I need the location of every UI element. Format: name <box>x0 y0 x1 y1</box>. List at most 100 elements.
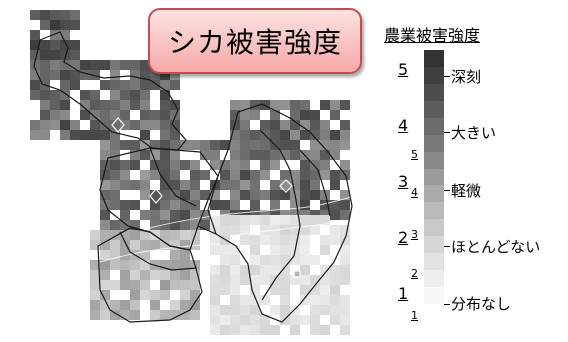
map-cell <box>280 180 290 190</box>
map-cell <box>220 170 230 180</box>
map-cell <box>170 180 180 190</box>
map-cell <box>300 255 310 265</box>
map-cell <box>40 20 50 30</box>
map-cell <box>320 120 330 130</box>
map-cell <box>70 20 80 30</box>
map-cell <box>320 275 330 285</box>
map-cell <box>150 150 160 160</box>
map-cell <box>220 285 230 295</box>
map-cell <box>310 110 320 120</box>
map-cell <box>250 265 260 275</box>
map-cell <box>330 100 340 110</box>
map-cell <box>180 160 190 170</box>
map-cell <box>290 305 300 315</box>
map-cell <box>170 220 180 230</box>
map-cell <box>210 200 220 210</box>
map-cell <box>40 130 50 140</box>
map-cell <box>170 80 180 90</box>
map-cell <box>180 200 190 210</box>
map-cell <box>250 295 260 305</box>
map-cell <box>60 90 70 100</box>
map-cell <box>280 295 290 305</box>
map-cell <box>190 240 200 250</box>
map-cell <box>120 100 130 110</box>
map-cell <box>60 100 70 110</box>
map-cell <box>300 275 310 285</box>
map-cell <box>270 305 280 315</box>
map-cell <box>120 280 130 290</box>
map-cell <box>40 90 50 100</box>
map-cell <box>210 305 220 315</box>
legend-tick <box>444 246 450 247</box>
map-cell <box>60 30 70 40</box>
map-cell <box>110 140 120 150</box>
map-cell <box>230 245 240 255</box>
legend-bar-segment <box>424 270 444 288</box>
map-cell <box>120 160 130 170</box>
map-cell <box>320 150 330 160</box>
map-cell <box>320 295 330 305</box>
map-cell <box>190 210 200 220</box>
map-cell <box>170 280 180 290</box>
map-cell <box>300 130 310 140</box>
map-cell <box>250 235 260 245</box>
map-cell <box>170 230 180 240</box>
map-cell <box>320 130 330 140</box>
map-cell <box>60 50 70 60</box>
map-cell <box>210 325 220 335</box>
map-cell <box>310 295 320 305</box>
map-cell <box>120 80 130 90</box>
map-cell <box>170 160 180 170</box>
map-cell <box>90 230 100 240</box>
map-cell <box>320 245 330 255</box>
map-cell <box>260 120 270 130</box>
map-cell <box>260 295 270 305</box>
map-cell <box>300 295 310 305</box>
map-cell <box>260 315 270 325</box>
map-cell <box>100 160 110 170</box>
map-cell <box>150 240 160 250</box>
map-cell <box>140 90 150 100</box>
category-label-minor: 軽微 <box>451 182 482 200</box>
map-cell <box>90 300 100 310</box>
map-cell <box>230 150 240 160</box>
minor-level-5: 5 <box>411 148 418 161</box>
map-cell <box>120 230 130 240</box>
map-cell <box>130 150 140 160</box>
map-cell <box>340 225 350 235</box>
map-cell <box>140 240 150 250</box>
map-cell <box>120 200 130 210</box>
map-cell <box>160 290 170 300</box>
map-cell <box>240 315 250 325</box>
map-cell <box>90 130 100 140</box>
map-cell <box>100 270 110 280</box>
map-cell <box>70 70 80 80</box>
map-cell <box>210 140 220 150</box>
legend-bar-segment <box>424 117 444 136</box>
map-cell <box>340 325 350 335</box>
map-cell <box>80 130 90 140</box>
map-cell <box>280 130 290 140</box>
map-cell <box>270 180 280 190</box>
map-cell <box>140 230 150 240</box>
map-cell <box>300 110 310 120</box>
map-cell <box>110 280 120 290</box>
map-cell <box>270 100 280 110</box>
map-cell <box>310 255 320 265</box>
map-cell <box>230 170 240 180</box>
map-cell <box>40 120 50 130</box>
minor-level-4: 4 <box>411 186 418 199</box>
major-level-4: 4 <box>398 116 409 135</box>
map-cell <box>180 260 190 270</box>
map-cell <box>100 60 110 70</box>
map-cell <box>50 50 60 60</box>
map-cell <box>110 300 120 310</box>
map-cell <box>150 80 160 90</box>
map-cell <box>170 310 180 320</box>
map-cell <box>190 160 200 170</box>
map-cell <box>110 260 120 270</box>
map-cell <box>280 255 290 265</box>
map-cell <box>120 120 130 130</box>
map-cell <box>170 110 180 120</box>
map-cell <box>340 140 350 150</box>
